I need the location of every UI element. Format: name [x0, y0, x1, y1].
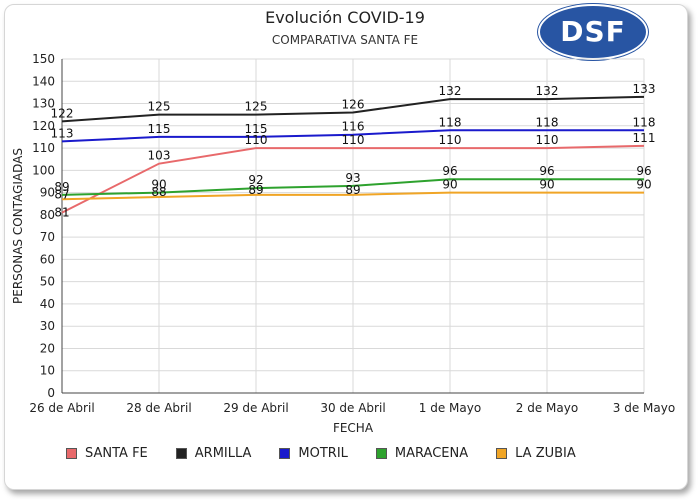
- legend-label: MARACENA: [394, 446, 469, 461]
- legend-swatch: [175, 448, 187, 459]
- y-tick-label: 50: [40, 275, 55, 289]
- data-label: 132: [439, 84, 462, 98]
- chart-card: [4, 4, 688, 490]
- data-label: 132: [536, 84, 559, 98]
- data-label: 122: [51, 106, 74, 120]
- dsf-logo: DSF: [538, 4, 648, 60]
- data-label: 87: [54, 187, 69, 201]
- legend-label: SANTA FE: [85, 446, 148, 461]
- data-label: 118: [536, 115, 559, 129]
- data-label: 115: [245, 122, 268, 136]
- data-label: 126: [342, 97, 365, 111]
- data-label: 96: [539, 164, 554, 178]
- legend-swatch: [66, 448, 77, 459]
- legend-swatch: [279, 448, 291, 459]
- data-label: 90: [636, 178, 651, 192]
- y-tick-label: 110: [32, 141, 55, 155]
- data-label: 96: [636, 164, 651, 178]
- x-tick-label: 2 de Mayo: [516, 401, 578, 415]
- y-tick-label: 120: [32, 119, 55, 133]
- data-label: 113: [51, 126, 74, 140]
- legend-item: LA ZUBIA: [496, 446, 576, 461]
- legend-item: ARMILLA: [175, 446, 252, 461]
- legend-label: MOTRIL: [298, 446, 348, 461]
- x-tick-label: 1 de Mayo: [419, 401, 481, 415]
- y-tick-label: 40: [40, 297, 55, 311]
- data-label: 110: [536, 133, 559, 147]
- data-label: 110: [245, 133, 268, 147]
- legend-label: ARMILLA: [194, 446, 252, 461]
- data-label: 115: [148, 122, 171, 136]
- legend-swatch: [496, 448, 508, 459]
- data-label: 88: [151, 185, 166, 199]
- y-tick-label: 150: [32, 52, 55, 66]
- data-label: 92: [248, 173, 263, 187]
- y-tick-label: 0: [47, 386, 55, 400]
- data-label: 118: [439, 115, 462, 129]
- data-label: 90: [539, 178, 554, 192]
- chart-subtitle: COMPARATIVA SANTA FE: [271, 33, 419, 47]
- chart-legend: SANTA FE ARMILLA MOTRIL MARACENA LA ZUBIA: [66, 446, 604, 461]
- data-label: 118: [633, 115, 656, 129]
- data-label: 103: [148, 149, 171, 163]
- series-line: [61, 95, 645, 123]
- y-tick-label: 10: [40, 364, 55, 378]
- data-label: 116: [342, 120, 365, 134]
- data-label: 93: [345, 171, 360, 185]
- legend-label: LA ZUBIA: [515, 446, 576, 461]
- series-line: [61, 178, 644, 196]
- data-label: 111: [633, 131, 656, 145]
- series-line: [61, 129, 644, 143]
- y-tick-label: 100: [32, 163, 55, 177]
- y-tick-label: 60: [40, 252, 55, 266]
- data-label: 125: [148, 100, 171, 114]
- data-label: 89: [248, 183, 263, 197]
- y-axis-title: PERSONAS CONTAGIADAS: [11, 148, 25, 304]
- series-line: [61, 144, 645, 214]
- legend-swatch: [375, 448, 387, 459]
- legend-item: SANTA FE: [66, 446, 148, 461]
- data-label: 89: [54, 180, 69, 194]
- data-label: 89: [345, 183, 360, 197]
- chart-title: Evolución COVID-19: [265, 8, 425, 27]
- y-tick-label: 130: [32, 97, 55, 111]
- y-tick-label: 90: [40, 186, 55, 200]
- data-label: 133: [633, 82, 656, 96]
- x-tick-label: 30 de Abril: [320, 401, 385, 415]
- x-tick-label: 28 de Abril: [126, 401, 191, 415]
- x-axis-title: FECHA: [333, 421, 374, 435]
- y-tick-label: 70: [40, 230, 55, 244]
- data-label: 110: [439, 133, 462, 147]
- data-label: 81: [54, 206, 69, 220]
- y-tick-label: 140: [32, 74, 55, 88]
- legend-item: MARACENA: [375, 446, 469, 461]
- data-label: 125: [245, 100, 268, 114]
- data-label: 96: [442, 164, 457, 178]
- data-label: 90: [442, 178, 457, 192]
- x-tick-label: 29 de Abril: [223, 401, 288, 415]
- x-tick-label: 3 de Mayo: [613, 401, 675, 415]
- x-tick-label: 26 de Abril: [29, 401, 94, 415]
- data-label: 90: [151, 178, 166, 192]
- legend-item: MOTRIL: [279, 446, 348, 461]
- y-tick-label: 80: [40, 208, 55, 222]
- series-line: [61, 191, 644, 201]
- y-tick-label: 20: [40, 341, 55, 355]
- y-tick-label: 30: [40, 319, 55, 333]
- data-label: 110: [342, 133, 365, 147]
